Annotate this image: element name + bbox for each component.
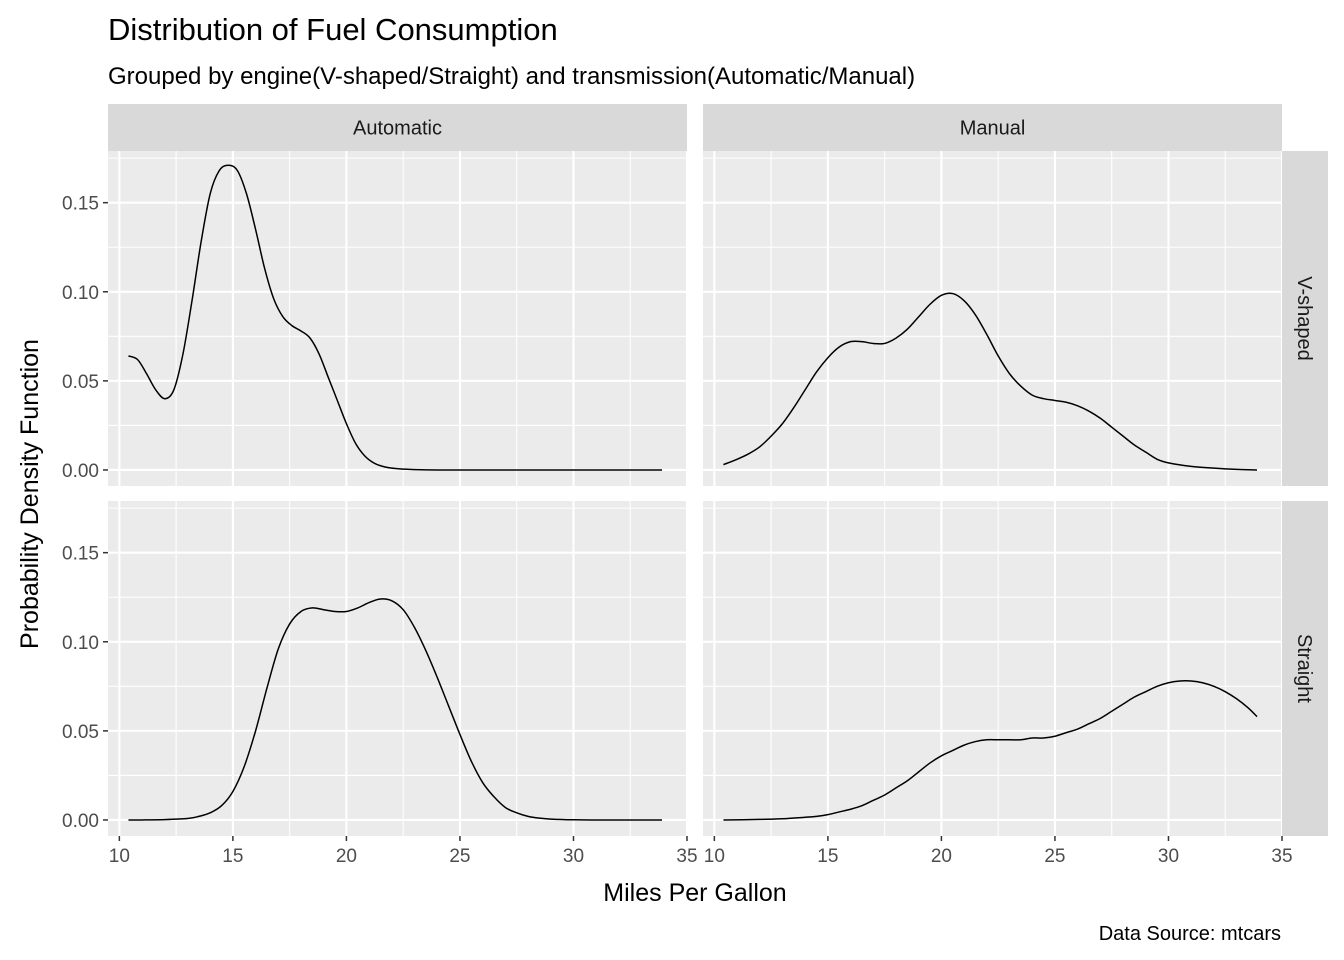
x-tick-label: 20	[336, 846, 357, 867]
chart-subtitle: Grouped by engine(V-shaped/Straight) and…	[108, 63, 915, 90]
panel-automatic-v-shaped	[108, 151, 689, 486]
y-tick-label: 0.05	[62, 372, 99, 393]
x-tick-label: 20	[931, 846, 952, 867]
x-tick-label: 15	[222, 846, 243, 867]
density-line-manual-v-shaped	[723, 292, 1258, 471]
x-tick-label: 35	[1271, 846, 1292, 867]
density-line-automatic-straight	[128, 598, 663, 821]
x-tick-label: 25	[449, 846, 470, 867]
y-tick-label: 0.10	[62, 283, 99, 304]
x-tick-label: 15	[817, 846, 838, 867]
y-tick-label: 0.15	[62, 194, 99, 215]
strip-label-manual: Manual	[960, 118, 1026, 140]
strip-manual	[703, 104, 1282, 151]
y-tick-label: 0.00	[62, 461, 99, 482]
strip-label-automatic: Automatic	[353, 118, 442, 140]
y-tick-label: 0.10	[62, 633, 99, 654]
panel-automatic-straight	[108, 501, 689, 836]
y-tick-label: 0.15	[62, 544, 99, 565]
density-line-manual-straight	[723, 680, 1258, 821]
strip-label-straight: Straight	[1293, 634, 1315, 703]
facet-panels: Automatic Manual V-shaped Straight 0.00 0.05 0…	[62, 104, 1328, 867]
panel-manual-v-shaped	[703, 151, 1284, 486]
panel-background	[703, 501, 1282, 836]
y-tick-label: 0.05	[62, 722, 99, 743]
panel-manual-straight	[703, 501, 1284, 836]
y-axis-label: Probability Density Function	[16, 339, 44, 649]
x-tick-label: 30	[563, 846, 584, 867]
strip-v-shaped	[1282, 151, 1328, 486]
strip-straight	[1282, 501, 1328, 836]
x-tick-label: 35	[676, 846, 697, 867]
chart-caption: Data Source: mtcars	[1099, 923, 1281, 945]
x-tick-label: 10	[704, 846, 725, 867]
panel-background	[108, 501, 687, 836]
x-tick-label: 25	[1044, 846, 1065, 867]
y-tick-label: 0.00	[62, 811, 99, 832]
strip-automatic	[108, 104, 687, 151]
chart-title: Distribution of Fuel Consumption	[108, 12, 558, 47]
panel-background	[108, 151, 687, 486]
x-tick-label: 10	[109, 846, 130, 867]
density-line-automatic-v-shaped	[128, 164, 663, 471]
panel-background	[703, 151, 1282, 486]
x-tick-label: 30	[1158, 846, 1179, 867]
x-axis-label: Miles Per Gallon	[603, 879, 786, 907]
strip-label-v-shaped: V-shaped	[1293, 276, 1315, 361]
